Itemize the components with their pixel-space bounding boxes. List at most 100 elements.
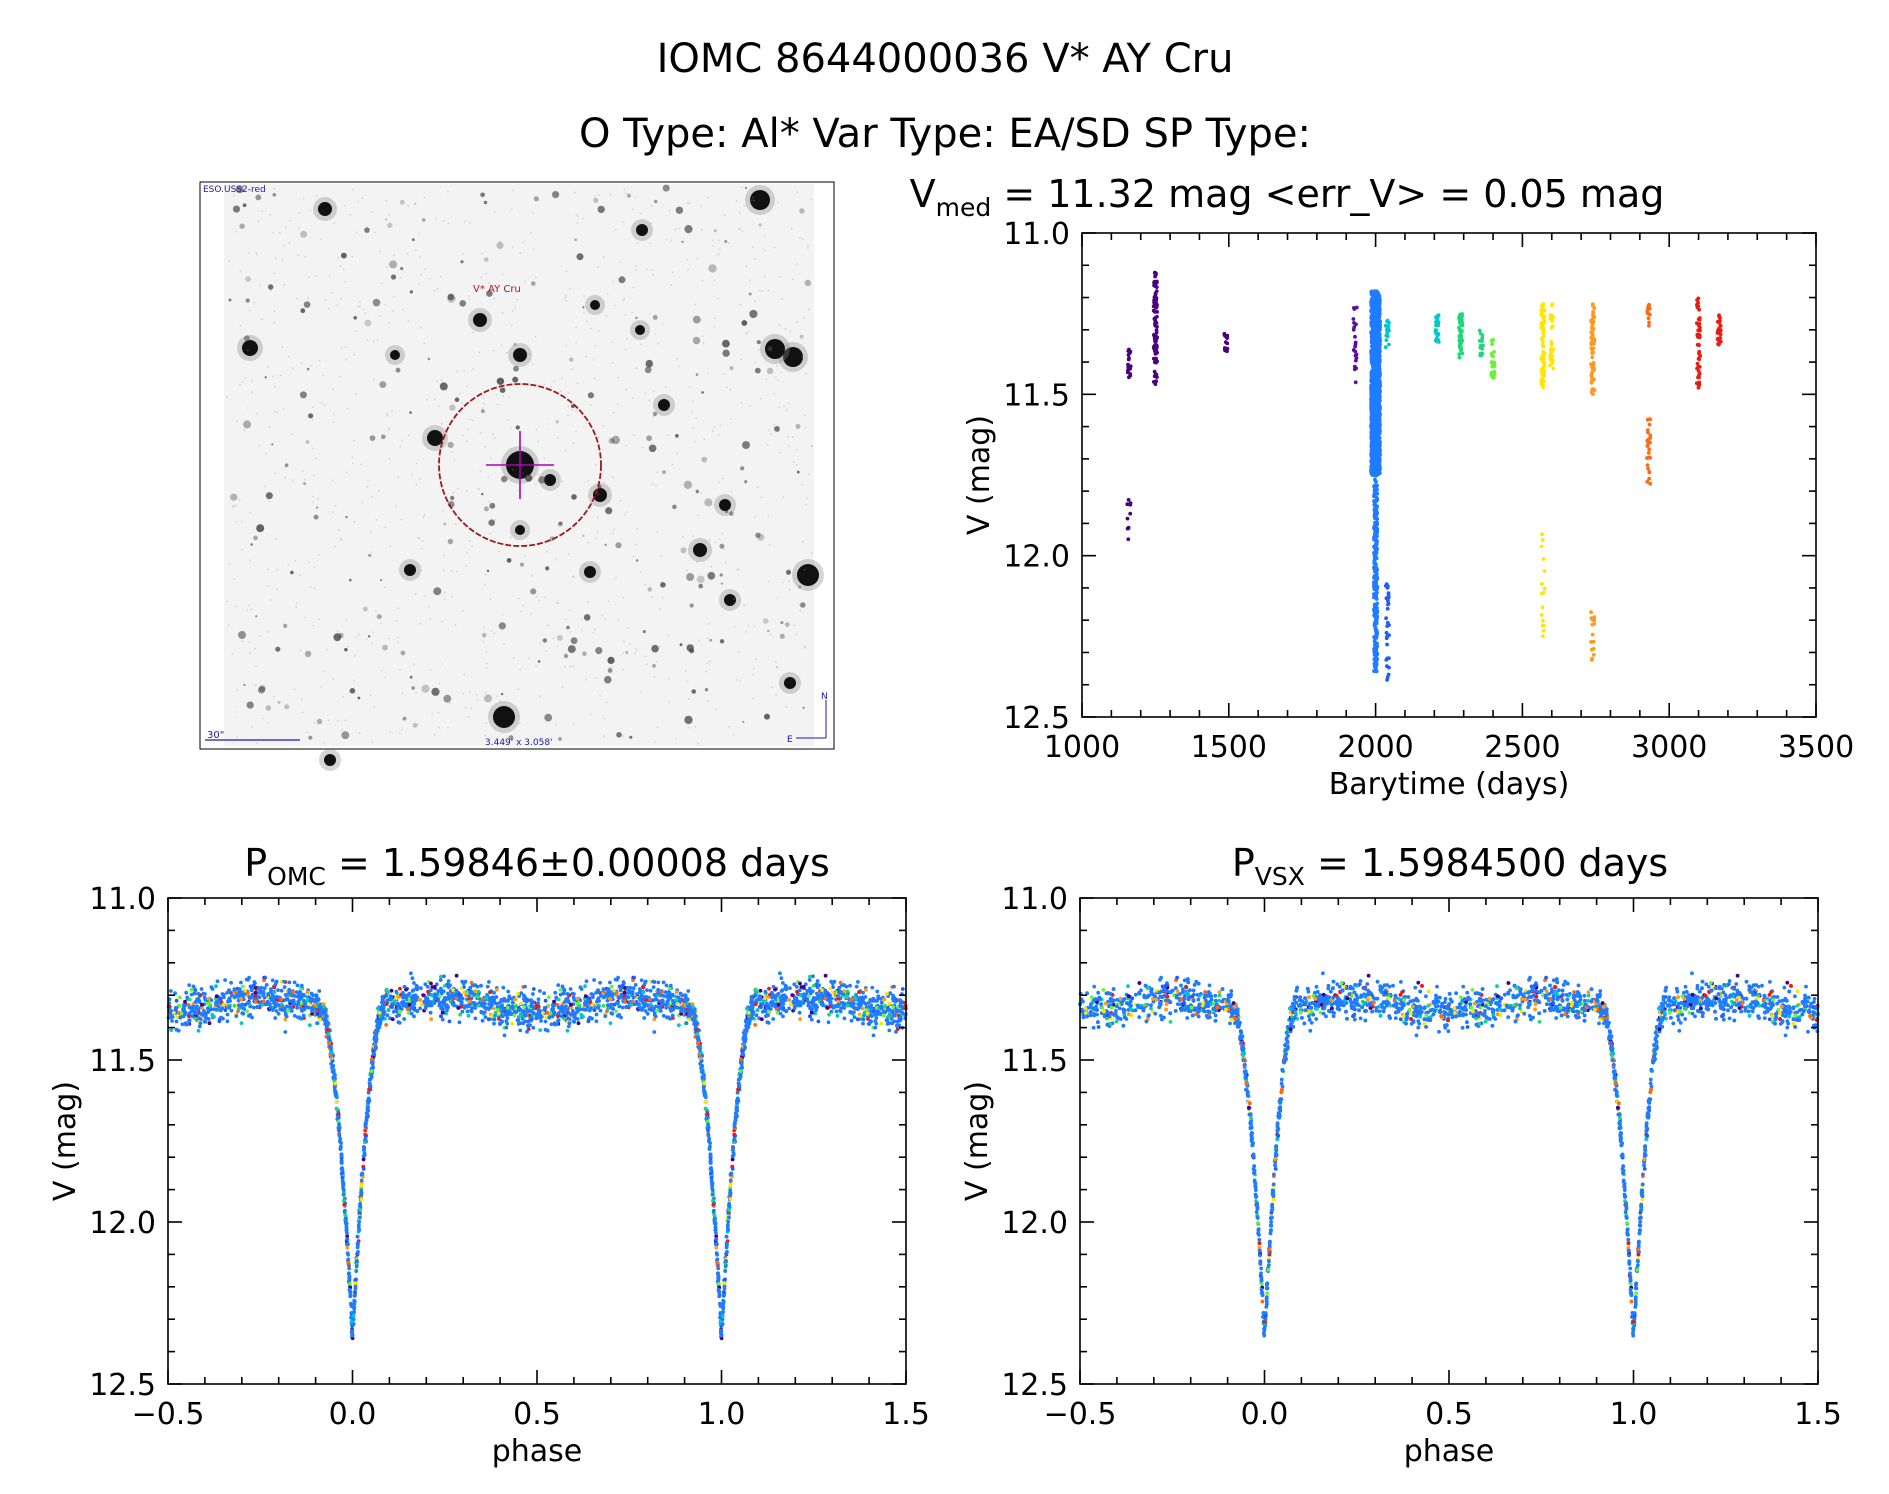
- data-point: [1377, 459, 1382, 464]
- noise: [757, 349, 760, 351]
- star: [625, 650, 629, 654]
- x-tick-label: 2500: [1484, 730, 1560, 765]
- star: [545, 566, 550, 571]
- noise: [644, 583, 647, 586]
- noise: [601, 205, 604, 208]
- noise: [737, 568, 740, 571]
- noise: [575, 214, 578, 216]
- noise: [688, 385, 691, 388]
- noise: [535, 595, 538, 598]
- data-point: [1457, 338, 1462, 343]
- star: [400, 650, 406, 656]
- noise: [434, 218, 437, 220]
- data-point: [1384, 658, 1389, 662]
- data-point: [1386, 672, 1391, 677]
- noise: [312, 625, 315, 627]
- noise: [795, 633, 798, 636]
- star: [686, 573, 695, 581]
- lightcurve-time-plot: Vmed = 11.32 mag <err_V> = 0.05 mag 1000…: [910, 172, 1855, 802]
- noise: [723, 214, 726, 217]
- noise: [249, 511, 251, 514]
- noise: [426, 398, 428, 401]
- star: [449, 404, 456, 411]
- title-main: P: [244, 841, 267, 885]
- noise: [483, 402, 486, 405]
- star: [615, 542, 622, 549]
- data-point: [1541, 618, 1545, 623]
- noise: [565, 270, 568, 273]
- noise: [569, 287, 571, 290]
- star: [786, 569, 791, 575]
- data-point: [1369, 455, 1374, 459]
- noise: [304, 255, 307, 258]
- star: [754, 367, 761, 374]
- data-point: [1697, 332, 1701, 337]
- data-point: [1549, 347, 1553, 351]
- data-point: [1696, 375, 1700, 380]
- noise: [810, 551, 813, 554]
- star: [783, 347, 803, 367]
- star: [695, 373, 699, 376]
- noise: [653, 676, 656, 678]
- noise: [648, 399, 650, 402]
- data-point: [1551, 366, 1556, 371]
- noise: [805, 372, 808, 375]
- data-point: [1374, 505, 1378, 510]
- noise: [519, 251, 522, 254]
- noise: [253, 301, 256, 304]
- data-point: [1376, 294, 1381, 298]
- noise: [315, 275, 317, 277]
- noise: [728, 242, 730, 245]
- noise: [559, 390, 562, 392]
- noise: [384, 676, 387, 679]
- data-point: [1542, 363, 1547, 368]
- data-point: [1374, 565, 1379, 570]
- star: [489, 502, 496, 509]
- star: [729, 511, 734, 516]
- noise: [371, 495, 373, 498]
- noise: [710, 565, 713, 568]
- data-point: [1590, 656, 1594, 661]
- data-point: [1387, 633, 1391, 637]
- noise: [357, 200, 359, 203]
- noise: [492, 349, 495, 352]
- data-point: [1539, 337, 1544, 341]
- noise: [634, 196, 637, 199]
- noise: [328, 275, 331, 278]
- noise: [622, 299, 625, 302]
- data-point: [1154, 372, 1159, 377]
- data-point: [1385, 606, 1390, 611]
- noise: [258, 635, 261, 637]
- noise: [644, 392, 647, 394]
- noise: [568, 665, 571, 668]
- noise: [587, 480, 590, 482]
- noise: [703, 438, 705, 441]
- noise: [493, 632, 496, 634]
- noise: [423, 196, 426, 199]
- star: [719, 639, 725, 644]
- noise: [433, 733, 436, 736]
- noise: [311, 418, 314, 421]
- data-point: [1591, 653, 1596, 657]
- noise: [722, 373, 725, 375]
- noise: [550, 386, 553, 389]
- noise: [678, 365, 681, 368]
- noise: [421, 547, 423, 550]
- star: [661, 470, 667, 475]
- noise: [603, 717, 606, 720]
- noise: [444, 598, 446, 600]
- noise: [475, 693, 478, 696]
- data-point: [1460, 351, 1465, 356]
- noise: [702, 341, 705, 344]
- data-point: [1647, 320, 1651, 325]
- noise: [397, 607, 400, 610]
- noise: [738, 228, 741, 231]
- star: [611, 435, 620, 445]
- noise: [661, 597, 664, 599]
- noise: [715, 708, 717, 711]
- noise: [585, 355, 588, 358]
- noise: [447, 222, 450, 225]
- data-point: [1374, 374, 1379, 378]
- data-point: [1353, 349, 1358, 354]
- star: [558, 521, 563, 526]
